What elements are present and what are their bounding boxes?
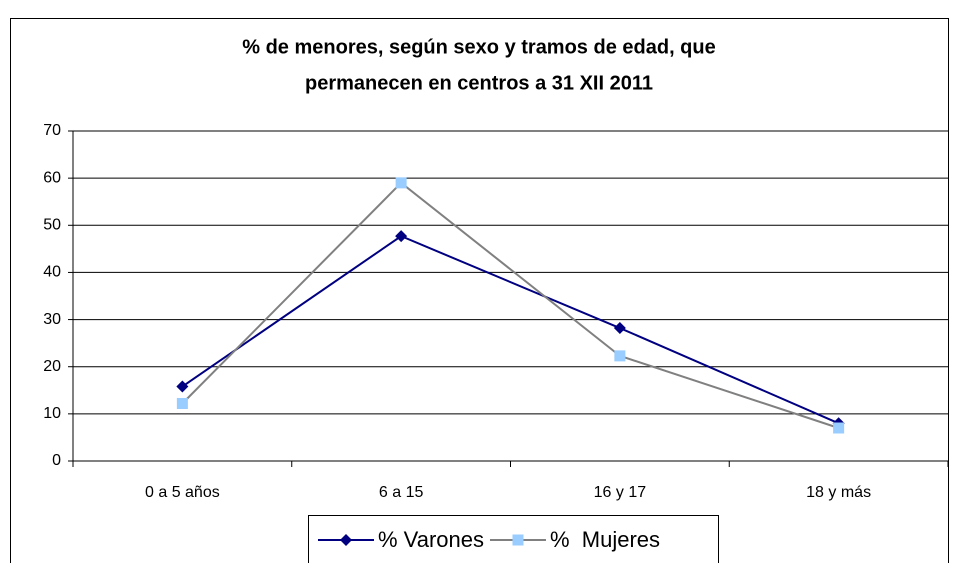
y-tick-label: 30 [43, 311, 61, 328]
x-tick-label: 18 y más [806, 484, 871, 501]
chart-title: permanecen en centros a 31 XII 2011 [305, 72, 653, 94]
data-point [395, 177, 407, 189]
series-line [181, 234, 840, 425]
y-tick-label: 10 [43, 405, 61, 422]
legend-label: % Varones [378, 527, 484, 552]
x-tick-label: 0 a 5 años [145, 484, 220, 501]
legend-label: % Mujeres [550, 527, 660, 552]
data-point [613, 322, 626, 335]
chart-border [10, 18, 949, 563]
chart-title: % de menores, según sexo y tramos de eda… [242, 36, 716, 58]
y-tick-label: 0 [52, 452, 61, 469]
data-point [395, 230, 408, 243]
y-tick-label: 70 [43, 122, 61, 139]
y-tick-label: 50 [43, 217, 61, 234]
legend-marker [340, 534, 352, 546]
y-tick-label: 60 [43, 169, 61, 186]
series-line [181, 181, 839, 429]
data-point [833, 422, 845, 434]
y-tick-label: 40 [43, 264, 61, 281]
x-tick-label: 16 y 17 [594, 484, 647, 501]
legend-marker [512, 534, 524, 546]
data-point [614, 350, 626, 362]
data-point [176, 397, 188, 409]
x-tick-label: 6 a 15 [379, 484, 424, 501]
data-point [176, 380, 189, 393]
y-tick-label: 20 [43, 358, 61, 375]
